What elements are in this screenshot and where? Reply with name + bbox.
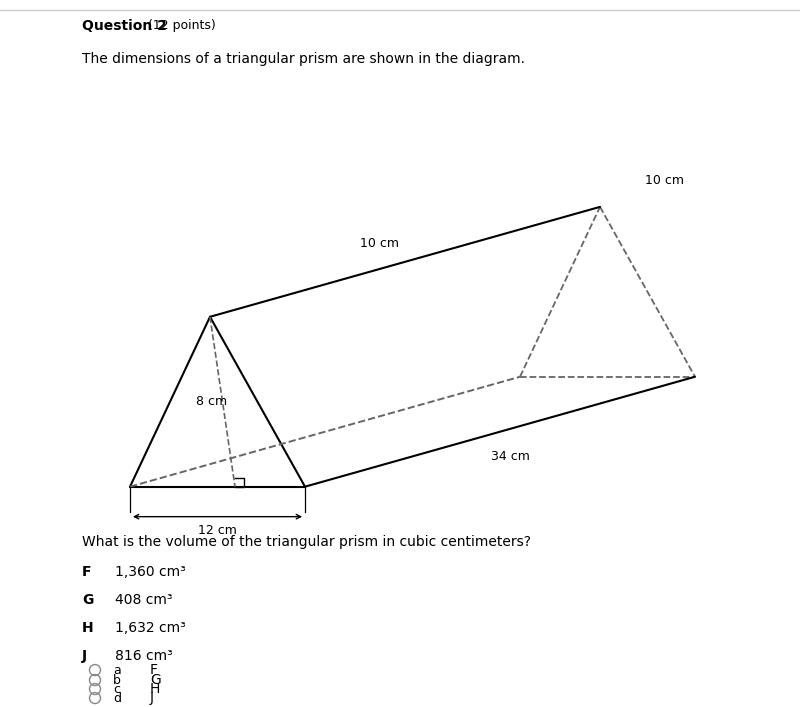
Text: 10 cm: 10 cm [645,174,684,187]
Text: a: a [113,664,121,677]
Text: G: G [150,673,161,687]
Text: 816 cm³: 816 cm³ [115,648,173,662]
Text: 12 cm: 12 cm [198,524,237,537]
Text: The dimensions of a triangular prism are shown in the diagram.: The dimensions of a triangular prism are… [82,52,525,66]
Text: c: c [113,682,120,696]
Text: 1,632 cm³: 1,632 cm³ [115,621,186,635]
Text: d: d [113,691,121,705]
Text: H: H [82,621,94,635]
Text: F: F [82,565,91,578]
Text: 408 cm³: 408 cm³ [115,592,173,607]
Text: 1,360 cm³: 1,360 cm³ [115,565,186,578]
Text: Question 2: Question 2 [82,19,167,33]
Text: 10 cm: 10 cm [361,237,399,250]
Text: G: G [82,592,94,607]
Text: (12 points): (12 points) [144,19,216,32]
Text: J: J [150,691,154,705]
Text: 34 cm: 34 cm [490,450,530,462]
Text: J: J [82,648,87,662]
Text: 8 cm: 8 cm [196,395,227,408]
Text: H: H [150,682,160,696]
Text: b: b [113,674,121,686]
Text: F: F [150,663,158,677]
Text: What is the volume of the triangular prism in cubic centimeters?: What is the volume of the triangular pri… [82,534,531,549]
